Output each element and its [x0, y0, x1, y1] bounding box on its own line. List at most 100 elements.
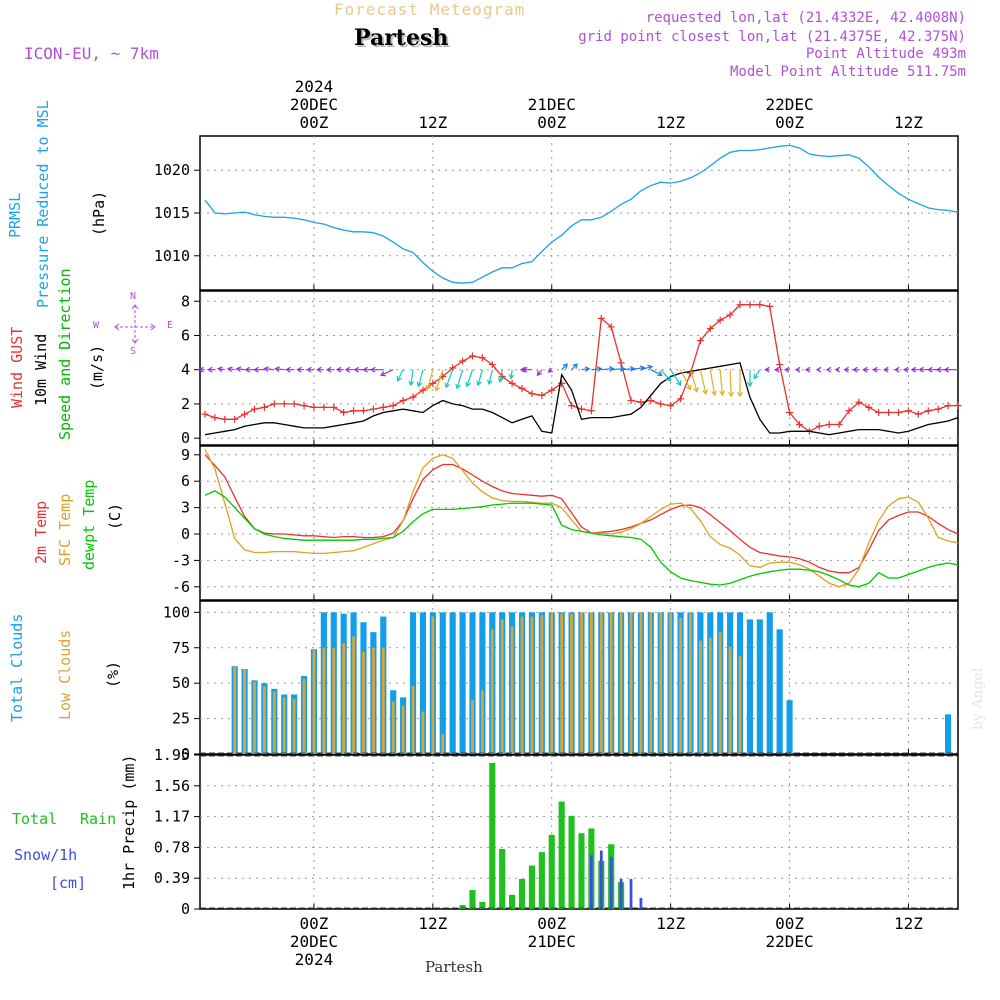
bar [291, 694, 298, 754]
wind-arrow [581, 366, 591, 373]
wind-arrow [804, 366, 811, 373]
wind-arrow [630, 365, 646, 371]
panel-frame [199, 445, 959, 601]
bar [489, 612, 496, 754]
bar [669, 612, 673, 754]
bar [352, 636, 355, 754]
gust-point [211, 414, 219, 422]
bar [340, 613, 347, 754]
gust-point [201, 410, 209, 418]
gust-point [677, 395, 685, 403]
wind-arrow [689, 369, 699, 393]
ytick-label: -3 [172, 551, 190, 569]
ytick-label: 1.17 [154, 808, 190, 826]
bar [588, 612, 595, 754]
compass-cross [115, 305, 155, 343]
bar [441, 734, 445, 754]
wind-arrow [571, 363, 578, 371]
gust-point [409, 393, 417, 401]
wind-arrow [601, 366, 615, 372]
gust-point [577, 405, 585, 413]
ytick-label: 1.95 [154, 746, 190, 764]
gust-point [924, 407, 932, 415]
bar [272, 691, 276, 754]
gust-point [657, 400, 665, 408]
bar [639, 897, 643, 909]
bar [580, 612, 583, 754]
gust-point [904, 407, 912, 415]
gust-point [637, 398, 645, 406]
page-title: Partesh [354, 25, 449, 51]
gust-point [756, 301, 764, 309]
gust-point [429, 379, 437, 387]
bar [292, 698, 296, 754]
wind-unit-label: (m/s) [88, 344, 106, 390]
bar [540, 615, 544, 754]
bar [520, 616, 524, 754]
wind-arrow [834, 366, 841, 373]
wind-arrow [699, 369, 708, 396]
gust-point [568, 402, 576, 410]
total-label: Total [12, 810, 58, 828]
gust-point [835, 420, 843, 428]
gust-point [895, 408, 903, 416]
gust-point [508, 379, 516, 387]
bar [479, 901, 486, 909]
bar [570, 613, 573, 754]
bottom-hour-label: 12Z [656, 914, 685, 933]
wind-arrow [640, 364, 654, 371]
bar [550, 612, 554, 754]
dewpt-label: dewpt Temp [80, 479, 98, 570]
bar [590, 612, 593, 754]
gust-point [320, 403, 328, 411]
wind-arrow [728, 369, 734, 398]
bar [578, 612, 585, 754]
gust-point [221, 415, 229, 423]
bar [439, 612, 446, 754]
gust-point [716, 316, 724, 324]
series-line [204, 362, 959, 436]
gust-point [805, 427, 813, 435]
ytick-label: 0.39 [154, 869, 190, 887]
bar [538, 612, 545, 754]
model-point-altitude: Model Point Altitude 511.75m [729, 64, 966, 80]
wind-arrow [862, 366, 869, 373]
ytick-label: 3 [181, 499, 190, 517]
wind-arrow [918, 366, 929, 373]
bar [530, 616, 534, 754]
gust-point [726, 311, 734, 319]
bar [401, 705, 405, 754]
bar [342, 643, 346, 754]
bar [370, 632, 377, 754]
wind-arrow [783, 366, 790, 373]
bar [776, 629, 783, 754]
bar [538, 852, 545, 909]
wind-arrow [274, 366, 285, 372]
gust-point [686, 369, 694, 377]
gust-point [478, 354, 486, 362]
precip-unit-label: 1hr Precip (mm) [120, 754, 138, 890]
pressure-msl-label: Pressure Reduced to MSL [34, 100, 52, 308]
wind-arrow [521, 366, 532, 373]
top-hour-label: 12Z [656, 113, 685, 132]
bottom-date-label: 20DEC [290, 932, 338, 951]
series-line [204, 144, 959, 284]
wind-arrow [670, 369, 682, 387]
bar [667, 612, 674, 754]
bar [608, 844, 615, 909]
wind-arrow [455, 369, 464, 390]
gust-point [518, 385, 526, 393]
wind-arrow [747, 369, 753, 388]
compass-arrows [114, 304, 156, 344]
precip-panel: 0 0.39 0.78 1.17 1.56 1.95 [154, 746, 959, 918]
bar [629, 878, 633, 909]
gust-point [300, 402, 308, 410]
ytick-label: 2 [181, 395, 190, 413]
wind-arrow [396, 369, 404, 382]
bar [282, 697, 286, 754]
bar [419, 612, 427, 754]
wind-arrow [285, 366, 295, 373]
gust-point [706, 325, 714, 333]
wind10m-label: 10m Wind [32, 333, 50, 406]
